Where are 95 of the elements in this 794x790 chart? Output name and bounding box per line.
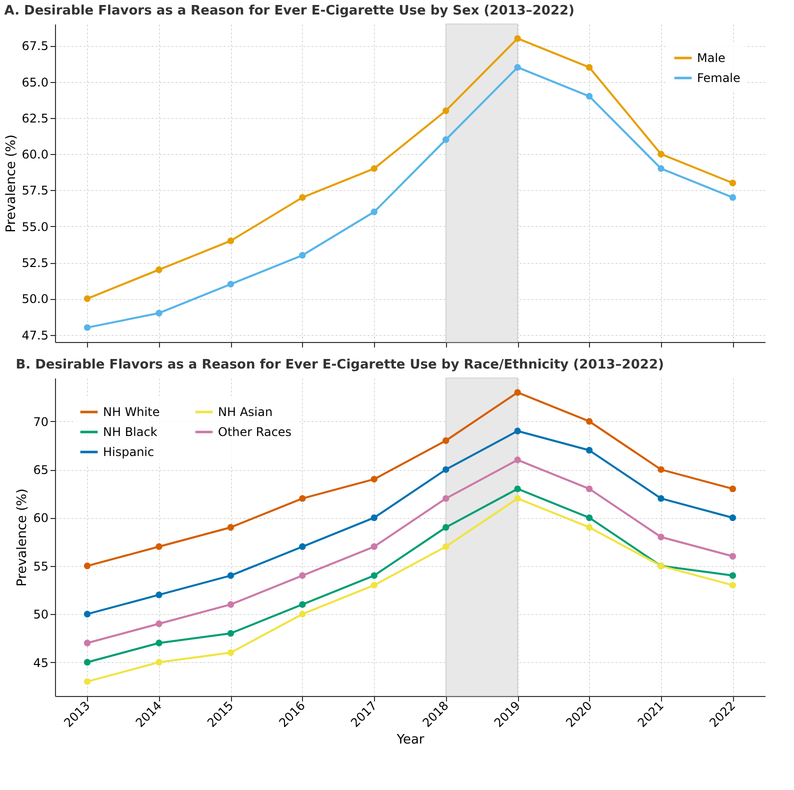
legend-label: NH Black: [103, 425, 158, 439]
y-tick-label: 50: [33, 608, 48, 622]
point: [156, 543, 162, 550]
y-tick-label: 45: [33, 656, 48, 670]
point: [299, 495, 306, 502]
y-axis-title: Prevalence (%): [4, 134, 19, 232]
point: [299, 601, 306, 608]
y-tick-label: 65: [33, 463, 48, 478]
point: [586, 64, 593, 71]
point: [227, 572, 234, 579]
y-tick-label: 62.5: [22, 111, 48, 126]
point: [227, 649, 234, 656]
point: [370, 208, 378, 216]
point: [442, 437, 450, 444]
point: [514, 389, 521, 396]
point: [729, 514, 736, 522]
point: [514, 456, 521, 464]
point: [586, 514, 593, 522]
point: [442, 466, 450, 473]
point: [156, 266, 162, 274]
legend-label: NH White: [103, 405, 160, 419]
point: [84, 562, 91, 570]
point: [729, 194, 736, 201]
point: [370, 165, 378, 172]
point: [586, 524, 593, 531]
y-tick-label: 47.5: [22, 328, 48, 342]
point: [299, 543, 306, 550]
y-tick-label: 60.0: [22, 148, 48, 162]
point: [156, 620, 162, 628]
point: [729, 552, 736, 560]
point: [299, 252, 306, 259]
y-tick-label: 52.5: [22, 256, 48, 270]
point: [729, 572, 736, 579]
point: [370, 582, 378, 589]
point: [227, 237, 234, 244]
point: [442, 107, 450, 114]
point: [658, 165, 664, 172]
y-tick-label: 70: [33, 414, 48, 429]
x-axis-title: Year: [396, 732, 425, 748]
point: [658, 150, 664, 158]
y-tick-label: 55: [33, 559, 48, 574]
point: [84, 658, 91, 666]
y-axis-title: Prevalence (%): [15, 488, 30, 586]
point: [658, 534, 664, 540]
y-tick-label: 57.5: [22, 184, 48, 198]
point: [514, 495, 521, 502]
point: [442, 524, 450, 531]
y-tick-label: 65.0: [22, 75, 48, 90]
point: [156, 591, 162, 598]
point: [156, 640, 162, 646]
point: [299, 610, 306, 618]
point: [370, 572, 378, 579]
y-tick-label: 67.5: [22, 39, 48, 54]
point: [442, 136, 450, 143]
point: [84, 678, 91, 685]
point: [658, 495, 664, 502]
point: [299, 194, 306, 201]
point: [442, 543, 450, 550]
legend-label: Male: [697, 51, 726, 65]
point: [84, 295, 91, 302]
point: [156, 310, 162, 316]
point: [227, 524, 234, 531]
point: [514, 35, 521, 42]
point: [514, 64, 521, 71]
point: [84, 640, 91, 646]
point: [84, 610, 91, 618]
point: [729, 180, 736, 186]
point: [84, 324, 91, 331]
point: [370, 476, 378, 483]
point: [729, 485, 736, 492]
point: [227, 601, 234, 608]
point: [729, 582, 736, 589]
legend-label: NH Asian: [218, 405, 273, 419]
y-tick-label: 50.0: [22, 292, 48, 306]
legend-label: Hispanic: [103, 445, 154, 459]
point: [658, 466, 664, 473]
point: [586, 485, 593, 492]
point: [370, 543, 378, 550]
point: [227, 280, 234, 288]
chart-title: A. Desirable Flavors as a Reason for Ever E-Cigarette Use by Sex (2013–2022): [4, 4, 574, 19]
point: [442, 495, 450, 502]
point: [370, 514, 378, 522]
point: [299, 572, 306, 579]
point: [514, 485, 521, 492]
chart-title: B. Desirable Flavors as a Reason for Ever E-Cigarette Use by Race/Ethnicity (2013–2022): [16, 358, 664, 373]
y-tick-label: 55.0: [22, 220, 48, 234]
legend-label: Female: [697, 71, 740, 85]
point: [227, 630, 234, 637]
point: [586, 92, 593, 100]
point: [156, 658, 162, 666]
point: [514, 428, 521, 434]
point: [586, 418, 593, 425]
y-tick-label: 60: [33, 511, 48, 526]
legend-label: Other Races: [218, 425, 292, 439]
point: [586, 446, 593, 454]
